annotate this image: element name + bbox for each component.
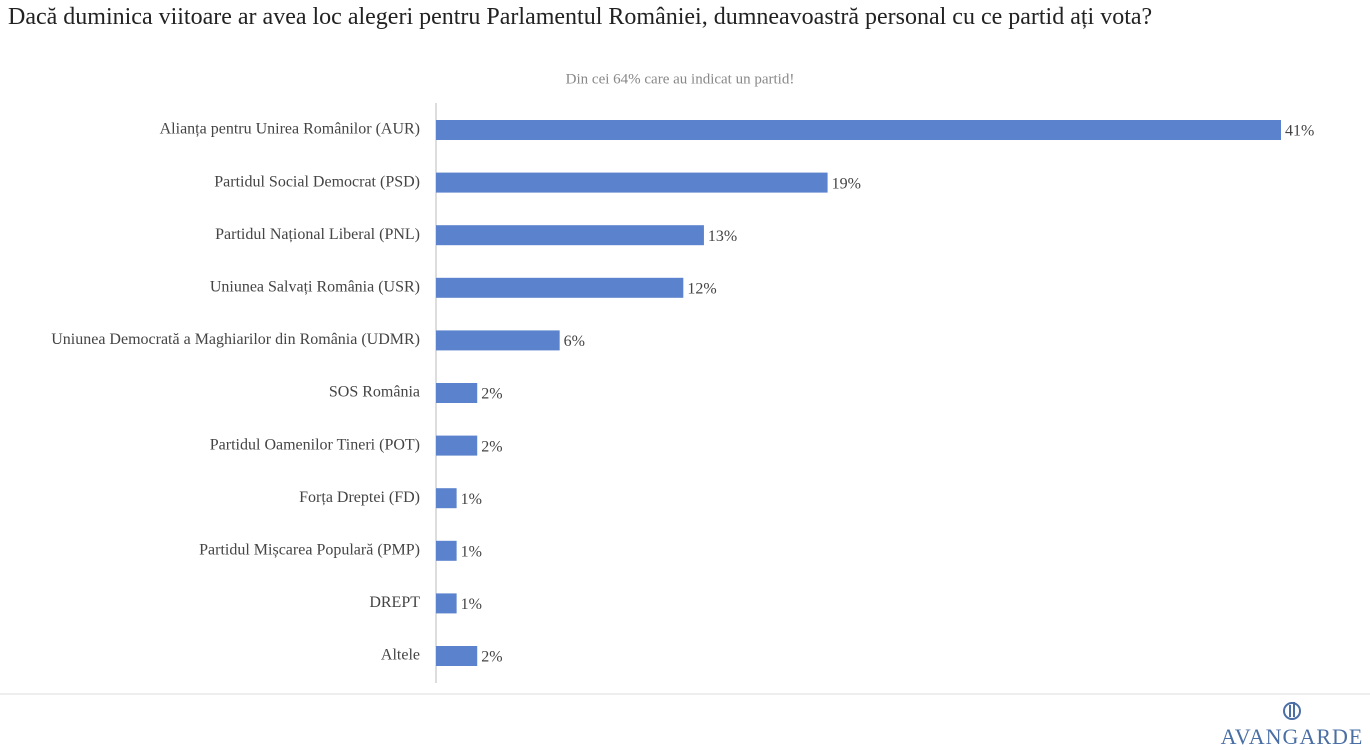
- category-label: Altele: [381, 647, 420, 664]
- value-label: 1%: [461, 491, 482, 508]
- value-label: 13%: [708, 228, 737, 245]
- chart-subtitle: Din cei 64% care au indicat un partid!: [566, 71, 795, 87]
- category-label: Partidul Social Democrat (PSD): [214, 173, 420, 190]
- logo-icon: [1283, 702, 1301, 720]
- bar: [436, 383, 478, 403]
- category-label: Alianța pentru Unirea Românilor (AUR): [160, 121, 420, 138]
- value-label: 41%: [1285, 123, 1314, 140]
- bar: [436, 172, 828, 193]
- bar: [436, 120, 1281, 140]
- category-label: Forța Dreptei (FD): [299, 489, 420, 506]
- value-label: 1%: [461, 596, 482, 613]
- bar: [436, 225, 704, 246]
- bar: [436, 277, 684, 298]
- category-label: Uniunea Salvați România (USR): [210, 278, 420, 295]
- value-label: 6%: [564, 333, 585, 350]
- value-label: 1%: [461, 543, 482, 560]
- category-label: SOS România: [329, 384, 420, 401]
- category-label: Partidul Mișcarea Populară (PMP): [199, 541, 420, 558]
- bar: [436, 593, 457, 614]
- value-label: 2%: [481, 386, 502, 403]
- bar: [436, 488, 457, 509]
- value-label: 19%: [832, 175, 861, 192]
- category-label: DREPT: [369, 594, 420, 611]
- bar: [436, 540, 457, 561]
- category-label: Partidul Național Liberal (PNL): [215, 226, 420, 243]
- bar: [436, 646, 478, 666]
- category-label: Partidul Oamenilor Tineri (POT): [210, 436, 420, 453]
- category-label: Uniunea Democrată a Maghiarilor din Româ…: [51, 331, 420, 348]
- chart-title: Dacă duminica viitoare ar avea loc alege…: [8, 4, 1153, 30]
- bar: [436, 435, 478, 456]
- bar: [436, 330, 560, 351]
- value-label: 2%: [481, 438, 502, 455]
- value-label: 2%: [481, 649, 502, 666]
- value-label: 12%: [687, 280, 716, 297]
- logo: AVANGARDE: [1221, 724, 1364, 749]
